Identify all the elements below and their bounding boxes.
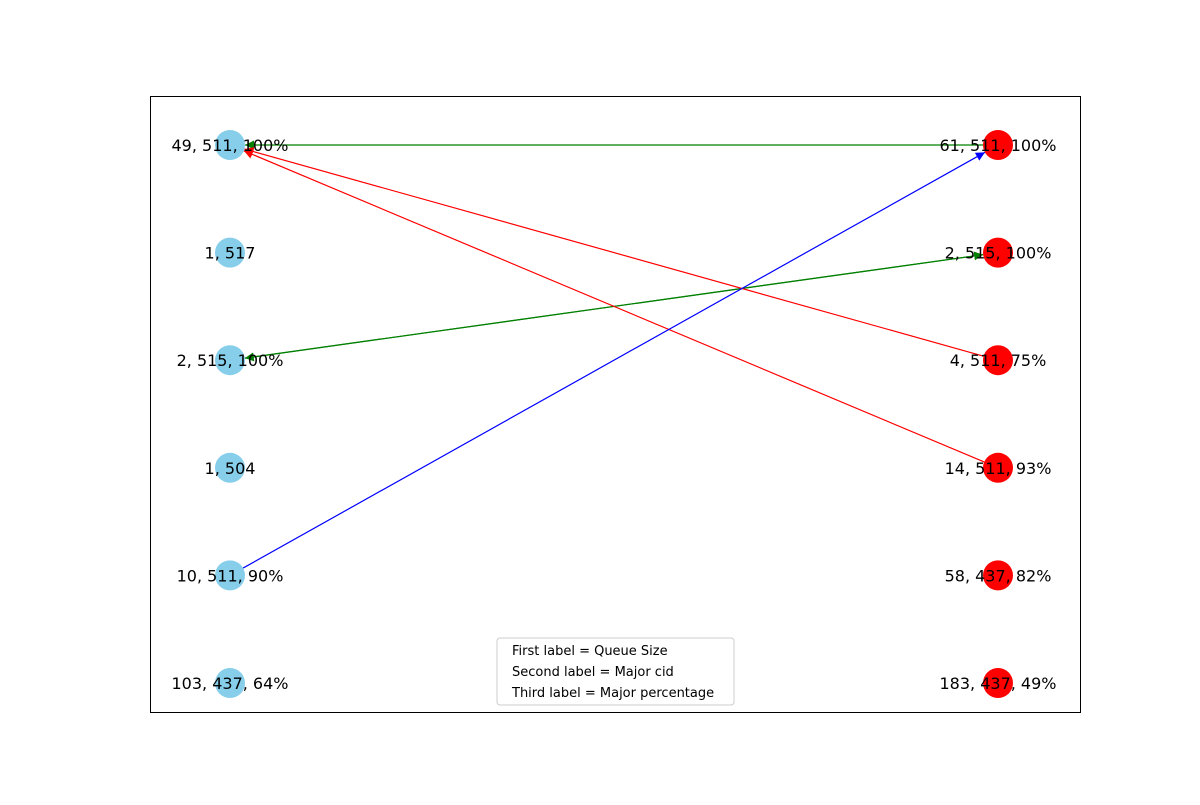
legend-line-major-percentage: Third label = Major percentage (511, 686, 714, 701)
edge-r2-to-l0-3 (244, 147, 984, 357)
right-node-5 (983, 668, 1013, 698)
left-node-5 (215, 668, 245, 698)
right-node-label-2: 4, 511, 75% (950, 351, 1047, 370)
right-node-1 (983, 237, 1013, 268)
right-node-label-1: 2, 515, 100% (945, 244, 1052, 263)
edge-r3-to-l0-4 (243, 150, 985, 463)
legend-line-queue-size: First label = Queue Size (512, 644, 668, 659)
right-node-4 (983, 560, 1013, 591)
left-node-1 (215, 237, 245, 268)
left-node-label-3: 1, 504 (205, 459, 256, 478)
right-node-label-3: 14, 511, 93% (945, 459, 1052, 478)
left-node-label-5: 103, 437, 64% (172, 674, 289, 693)
legend: First label = Queue Size Second label = … (496, 637, 735, 706)
left-node-3 (215, 452, 245, 483)
right-node-0 (983, 130, 1013, 160)
left-node-0 (215, 130, 245, 160)
left-node-label-4: 10, 511, 90% (177, 566, 284, 585)
edge-l4-to-r0-5 (242, 151, 986, 569)
left-node-label-1: 1, 517 (205, 244, 256, 263)
nodes-layer (215, 130, 1013, 698)
right-node-label-4: 58, 437, 82% (945, 566, 1052, 585)
right-node-2 (983, 345, 1013, 376)
left-node-label-2: 2, 515, 100% (177, 351, 284, 370)
right-node-label-5: 183, 437, 49% (940, 674, 1057, 693)
left-node-2 (215, 345, 245, 376)
left-node-4 (215, 560, 245, 591)
labels-layer: 49, 511, 100% 1, 517 2, 515, 100% 1, 504 10,… (172, 136, 1057, 693)
legend-box (496, 637, 735, 706)
legend-line-major-cid: Second label = Major cid (512, 665, 674, 680)
edges-layer (242, 140, 986, 569)
left-node-label-0: 49, 511, 100% (172, 136, 289, 155)
plot-frame (150, 96, 1081, 713)
right-node-3 (983, 452, 1013, 483)
right-node-label-0: 61, 511, 100% (940, 136, 1057, 155)
